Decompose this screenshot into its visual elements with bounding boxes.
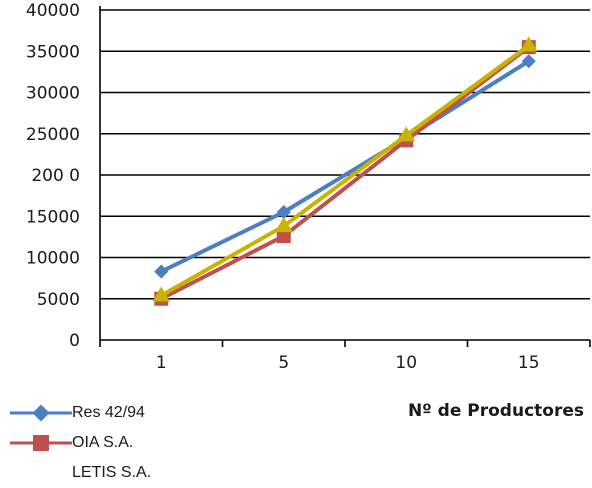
y-tick-label: 30000: [26, 84, 80, 104]
axes: [99, 6, 591, 347]
data-point: [397, 126, 416, 142]
legend-label: OIA S.A.: [72, 434, 134, 451]
y-tick-label: 5000: [37, 290, 80, 310]
legend: Res 42/94 OIA S.A. LETIS S.A.: [10, 398, 151, 488]
data-point: [152, 286, 171, 302]
x-axis-title: Nº de Productores: [407, 401, 584, 421]
y-tick-label: 35000: [26, 42, 80, 62]
data-point: [276, 205, 291, 220]
legend-item: LETIS S.A.: [10, 458, 151, 488]
data-point: [154, 264, 169, 279]
x-tick-label: 1: [156, 353, 167, 373]
data-point: [521, 54, 536, 69]
gridlines: [100, 9, 590, 300]
data-point: [274, 217, 293, 233]
x-tick-label: 15: [518, 353, 540, 373]
series-line: [160, 59, 530, 274]
y-tick-label: 0: [69, 331, 80, 351]
x-tick-label: 10: [395, 353, 417, 373]
x-tick-label: 5: [278, 353, 289, 373]
legend-key-oia: [10, 435, 72, 451]
series-3: [152, 36, 538, 302]
y-tick-label: 15000: [26, 207, 80, 227]
series-lines: [152, 36, 538, 306]
y-tick-label: 40000: [26, 1, 80, 21]
legend-key-letis: [10, 463, 72, 483]
series-line: [160, 45, 530, 301]
legend-item: Res 42/94: [10, 398, 151, 428]
legend-item: OIA S.A.: [10, 428, 151, 458]
y-tick-label: 200 0: [31, 166, 80, 186]
x-tick-labels: 1 5 10 15: [156, 353, 540, 373]
legend-key-res: [10, 404, 72, 422]
y-tick-label: 25000: [26, 125, 80, 145]
data-point: [519, 36, 538, 52]
y-tick-labels: 0 5000 10000 15000 200 0 25000 30000 35000 40000: [26, 1, 80, 351]
legend-label: Res 42/94: [72, 404, 145, 421]
legend-label: LETIS S.A.: [72, 464, 152, 481]
series-line: [160, 43, 530, 298]
data-point: [276, 229, 291, 244]
y-tick-label: 10000: [26, 249, 80, 269]
